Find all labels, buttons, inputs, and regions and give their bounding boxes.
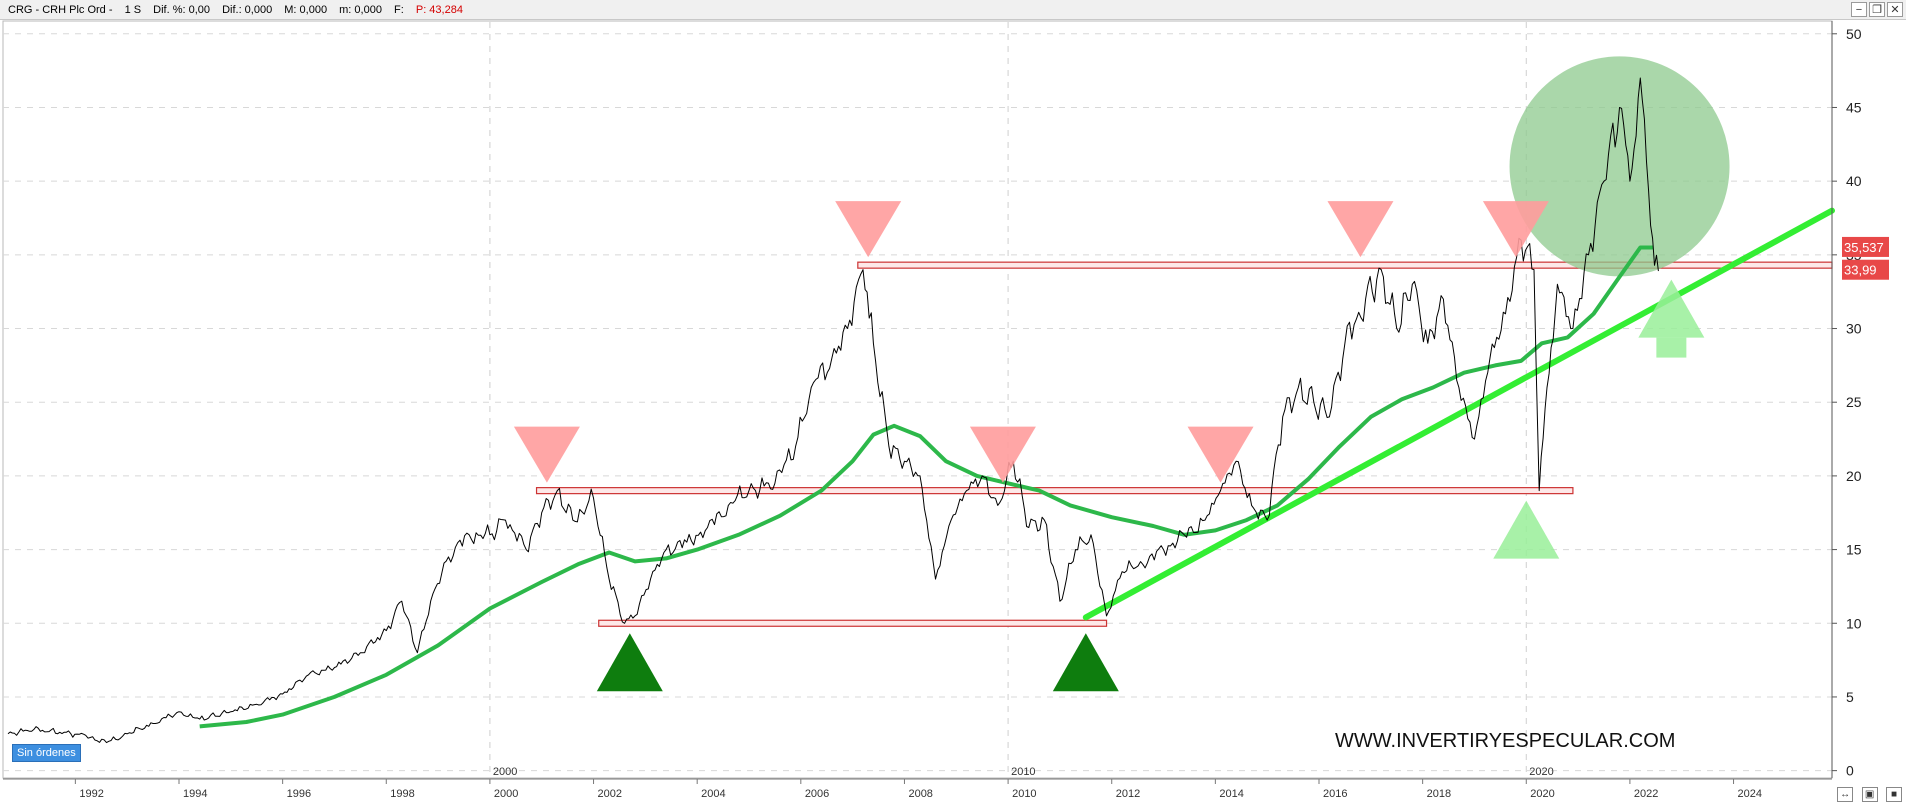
x-tick-label: 2014 [1219,788,1243,800]
y-tick-label: 45 [1846,99,1862,115]
x-tick-label: 2012 [1116,788,1140,800]
y-tick-label: 15 [1846,542,1862,558]
x-tick-label: 1994 [183,788,207,800]
decade-label: 2000 [493,766,517,778]
horizontal-level-band [857,261,1833,269]
close-button[interactable]: ✕ [1887,2,1903,17]
bottom-toolbar: ↔ ▣ ■ [1833,784,1902,802]
y-tick-label: 0 [1846,763,1854,779]
x-tick-label: 2022 [1634,788,1658,800]
max-value: M: 0,000 [284,4,328,16]
x-tick-label: 2000 [494,788,518,800]
support-marker [1638,279,1705,338]
settings-icon[interactable]: ■ [1886,787,1902,802]
price-label-bg [1842,259,1889,280]
moving-average-line [199,245,1654,729]
highlight-circle [1509,56,1730,277]
price-value: P: 43,284 [415,4,463,16]
resistance-marker [513,426,580,483]
toolbar-arrows-icon[interactable]: ↔ [1837,787,1854,802]
resistance-marker [1187,426,1254,483]
x-tick-label: 2004 [701,788,725,800]
timeframe-label[interactable]: 1 S [124,4,142,16]
orders-badge[interactable]: Sin órdenes [12,744,81,762]
y-tick-label: 5 [1846,689,1854,705]
y-tick-label: 10 [1846,615,1862,631]
price-labels: 35,537 33,99 [1842,236,1889,280]
support-marker [1493,500,1560,559]
resistance-marker [969,426,1036,483]
price-label-bg [1842,236,1889,257]
x-tick-label: 2010 [1012,788,1036,800]
support-marker [1052,633,1119,692]
x-tick-label: 2008 [908,788,932,800]
time-axis: 1992 1994 1996 1998 2000 2002 2004 2006 2008 2010… [3,766,1832,800]
min-value: m: 0,000 [339,4,382,16]
x-tick-label: 1992 [79,788,103,800]
dif-pct-value: Dif. %: 0,00 [153,4,210,16]
decade-label: 2010 [1011,766,1035,778]
y-tick-label: 20 [1846,468,1862,484]
x-tick-label: 1996 [287,788,311,800]
resistance-marker [1482,201,1549,258]
chart-title: CRG - CRH Plc Ord - [8,4,113,16]
minimize-button[interactable]: − [1851,2,1867,17]
price-axis: 05101520253035404550 [1831,21,1862,779]
trend-line [1082,207,1835,621]
x-tick-label: 2020 [1530,788,1554,800]
x-tick-label: 2024 [1738,788,1762,800]
x-tick-label: 1998 [390,788,414,800]
highlight-circle-layer [1509,56,1730,277]
x-tick-label: 2018 [1427,788,1451,800]
x-tick-label: 2006 [805,788,829,800]
y-tick-label: 50 [1846,26,1862,42]
x-tick-label: 2016 [1323,788,1347,800]
decade-label: 2020 [1529,766,1553,778]
support-marker [596,633,663,692]
restore-button[interactable]: ❐ [1869,2,1885,17]
resistance-marker [835,201,902,258]
y-tick-label: 25 [1846,394,1862,410]
watermark: WWW.INVERTIRYESPECULAR.COM [1335,730,1675,752]
dif-value: Dif.: 0,000 [222,4,273,16]
x-tick-label: 2002 [598,788,622,800]
y-tick-label: 40 [1846,173,1862,189]
chart-header-bar: CRG - CRH Plc Ord - 1 S Dif. %: 0,00 Dif… [0,0,1906,20]
price-label: 35,537 [1844,240,1884,255]
markers-layer [513,201,1705,692]
horizontal-level-band [535,487,1574,495]
y-tick-label: 30 [1846,321,1862,337]
f-label: F: [394,4,404,16]
series-layer [7,77,1835,744]
horizontal-level-band [598,619,1108,627]
support-marker-stem [1656,337,1687,358]
price-line [7,77,1659,744]
resistance-marker [1327,201,1394,258]
save-icon[interactable]: ▣ [1861,787,1878,802]
price-label: 33,99 [1844,263,1877,278]
